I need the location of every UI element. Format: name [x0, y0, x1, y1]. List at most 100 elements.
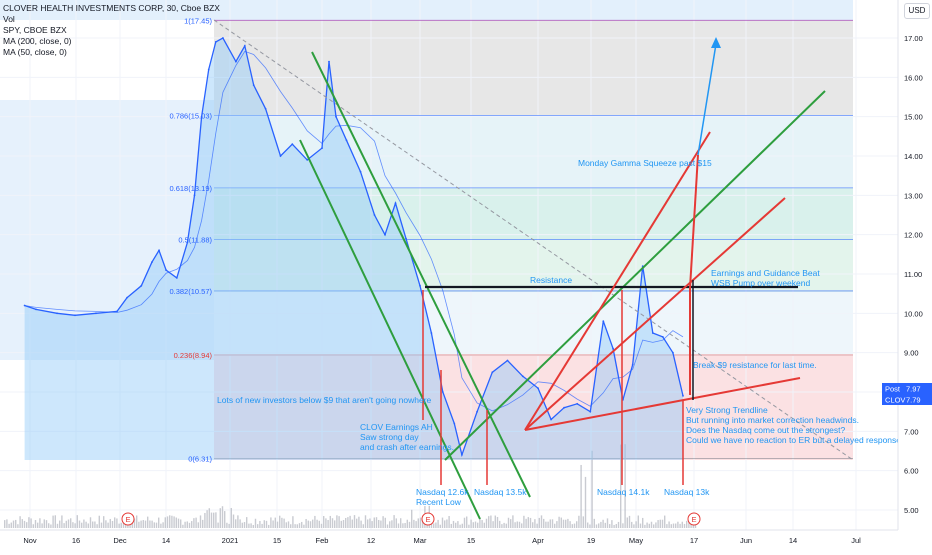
volume-bar [587, 522, 589, 528]
volume-bar [507, 517, 510, 528]
volume-bar [197, 522, 199, 528]
volume-bar [591, 450, 593, 528]
earnings-marker-2[interactable]: E [421, 512, 435, 526]
volume-bar [228, 523, 230, 528]
price-point [56, 312, 58, 315]
volume-bar [323, 516, 325, 528]
price-series [23, 37, 684, 460]
symbol-title[interactable]: CLOVER HEALTH INVESTMENTS CORP, 30, Cboe… [3, 3, 220, 13]
volume-bar [485, 518, 488, 528]
volume-bar [76, 515, 78, 528]
time-axis[interactable]: Nov 16 Dec 14 2021 15 Feb 12 Mar 15 Apr 19 May 17 Jun 1… [0, 529, 932, 550]
red-support-trendline[interactable] [524, 377, 801, 431]
red-projection-up[interactable] [689, 154, 699, 289]
ma50-legend[interactable]: MA (50, close, 0) [3, 47, 67, 57]
volume-bar [664, 515, 666, 528]
price-point [264, 107, 267, 110]
volume-bar [446, 519, 448, 528]
volume-bar [290, 524, 292, 528]
volume-bar [199, 515, 202, 528]
red-steep-trendline[interactable] [524, 131, 711, 431]
volume-bar [393, 515, 395, 528]
volume-bar [617, 521, 620, 528]
volume-bar [666, 524, 668, 528]
volume-bar [215, 512, 217, 528]
time-tick-label: 15 [467, 536, 475, 545]
volume-bar [98, 515, 100, 528]
volume-bar [668, 521, 670, 528]
volume-bar [492, 521, 494, 528]
price-badge-name: CLOV [885, 396, 905, 405]
price-axis[interactable]: 17.00 16.00 15.00 14.00 13.00 12.00 11.00 10.00… [882, 0, 932, 550]
volume-bar [45, 520, 48, 528]
volume-bar [582, 516, 584, 528]
volume-bar [646, 522, 648, 528]
volume-bar [600, 521, 602, 528]
ma200-legend[interactable]: MA (200, close, 0) [3, 36, 72, 46]
volume-bar [602, 519, 604, 528]
volume-bar [576, 521, 578, 528]
volume-bar [173, 516, 175, 528]
volume-bar [378, 519, 380, 528]
volume-bar [364, 515, 367, 528]
volume-bar [83, 519, 85, 528]
volume-bar [224, 511, 226, 528]
blue-projection-arrow[interactable] [697, 43, 717, 156]
volume-bar [221, 506, 224, 528]
price-badge-bg [882, 383, 932, 394]
volume-bar [529, 517, 532, 528]
volume-bar [675, 523, 677, 528]
volume-bar [598, 523, 600, 528]
volume-bar [235, 519, 237, 528]
volume-bar [177, 518, 180, 528]
dashed-trendline[interactable] [213, 19, 854, 461]
green-channel-upper[interactable] [311, 51, 531, 498]
time-tick-label: 14 [789, 536, 797, 545]
trendline-label-4: Could we have no reaction to ER but a de… [686, 435, 930, 445]
volume-bar [470, 519, 472, 528]
volume-bar [397, 523, 400, 528]
volume-bar [340, 520, 342, 528]
price-point [158, 249, 160, 252]
currency-badge[interactable]: USD [904, 3, 930, 19]
volume-bar [637, 515, 639, 528]
earnings-marker-1[interactable]: E [121, 512, 135, 526]
volume-bar [301, 521, 303, 528]
volume-bar [37, 522, 39, 528]
price-point [116, 310, 118, 313]
volume-bar [565, 519, 567, 528]
volume-bar [360, 520, 362, 528]
volume-bar [518, 521, 521, 528]
volume-bar [219, 508, 221, 528]
spy-legend[interactable]: SPY, CBOE BZX [3, 25, 67, 35]
volume-bar [259, 520, 261, 528]
volume-bar [461, 523, 463, 528]
volume-bar [56, 523, 59, 528]
volume-bar [254, 518, 257, 528]
nasdaq-label-1a: Nasdaq 12.6k [416, 487, 469, 497]
annotations: Resistance Monday Gamma Squeeze past $15… [217, 158, 930, 507]
trendline-label-2: But running into market correction headw… [686, 415, 859, 425]
volume-bar [144, 520, 147, 528]
price-point [576, 402, 579, 405]
earnings-marker-3[interactable]: E [687, 512, 701, 526]
volume-bar [283, 518, 285, 528]
volume-bar [175, 517, 177, 528]
price-point [602, 320, 605, 323]
vol-legend[interactable]: Vol [3, 14, 15, 24]
volume-bar [204, 512, 206, 528]
red-mid-trendline[interactable] [524, 197, 786, 431]
volume-bar [114, 517, 116, 528]
time-tick-label: Apr [532, 536, 544, 545]
price-point [126, 296, 128, 299]
volume-bar [499, 520, 501, 528]
volume-bar [331, 518, 334, 528]
volume-bar [136, 515, 138, 528]
time-tick-label: 16 [72, 536, 80, 545]
green-uptrend[interactable] [444, 90, 826, 461]
price-point [140, 284, 143, 287]
volume-bar [540, 515, 543, 528]
volume-bar [265, 520, 268, 528]
